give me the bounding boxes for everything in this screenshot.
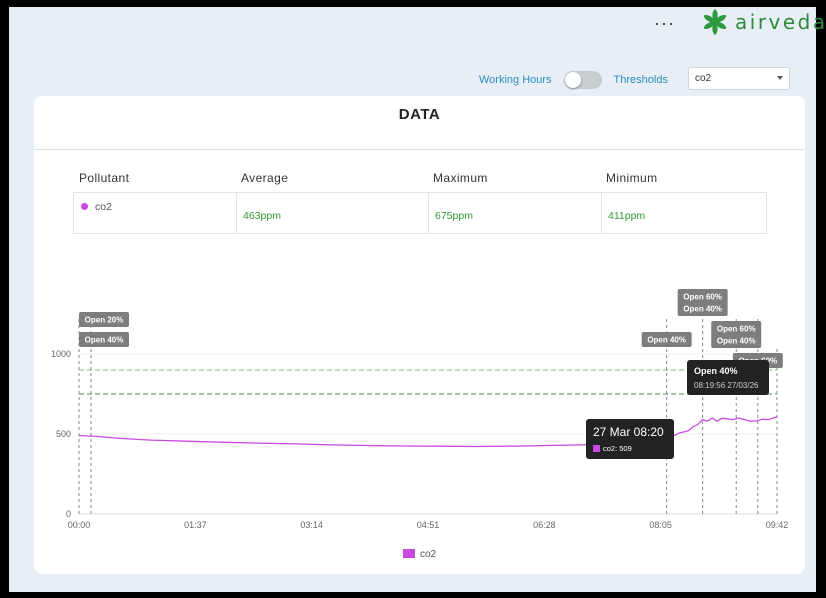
point-tooltip-title: 27 Mar 08:20 xyxy=(593,425,664,439)
annotation-label-box xyxy=(641,332,692,347)
pollutant-select-value: co2 xyxy=(695,73,712,84)
y-tick-label: 1000 xyxy=(51,349,71,359)
annotation-label: Open 40% xyxy=(85,336,124,345)
col-header-minimum: Minimum xyxy=(606,171,658,185)
y-tick-label: 500 xyxy=(56,429,71,439)
pollutant-select[interactable]: co2 xyxy=(688,67,790,90)
legend-swatch xyxy=(403,549,415,558)
filter-bar: Working Hours Thresholds xyxy=(479,67,668,93)
col-header-maximum: Maximum xyxy=(433,171,488,185)
cell-pollutant: co2 xyxy=(95,201,112,213)
app-screen: ··· airveda Working Hours Thresholds co2… xyxy=(9,7,825,592)
cell-separator xyxy=(236,193,237,233)
co2-line-chart[interactable]: 0 500 1000 00:00 01:37 03:14 04:51 06:28 08:05 09… xyxy=(34,96,805,574)
more-menu-icon[interactable]: ··· xyxy=(654,13,675,33)
col-header-average: Average xyxy=(241,171,289,185)
x-tick-label: 03:14 xyxy=(300,520,323,530)
annotation-label: Open 40% xyxy=(717,337,756,346)
col-header-pollutant: Pollutant xyxy=(79,171,130,185)
annotation-label-box xyxy=(677,289,728,304)
point-tooltip-box xyxy=(586,419,674,459)
legend-item: co2 xyxy=(420,549,437,560)
cell-separator xyxy=(428,193,429,233)
annotation-label-box xyxy=(677,301,728,316)
cell-minimum: 411ppm xyxy=(608,210,646,222)
annotation-tooltip-box xyxy=(687,360,769,395)
annotation-label-box xyxy=(711,333,762,348)
annotation-label: Open 60% xyxy=(717,325,756,334)
leaf-logo-icon xyxy=(703,9,727,35)
airveda-logo: airveda xyxy=(701,7,826,37)
annotation-tooltip-title: Open 40% xyxy=(694,366,738,376)
annotation-label-box xyxy=(79,312,129,327)
annotation-label: Open 20% xyxy=(85,316,124,325)
annotation-label: Open 40% xyxy=(647,336,686,345)
annotation-label: Open 60% xyxy=(683,293,722,302)
series-color-dot xyxy=(81,203,88,210)
cell-maximum: 675ppm xyxy=(435,210,473,222)
working-hours-toggle[interactable] xyxy=(563,71,602,89)
x-tick-label: 08:05 xyxy=(649,520,672,530)
x-tick-label: 04:51 xyxy=(417,520,440,530)
annotation-label-box xyxy=(711,321,762,336)
annotation-label-box xyxy=(79,332,129,347)
table-row: co2 463ppm 675ppm 411ppm xyxy=(73,192,767,234)
x-tick-label: 06:28 xyxy=(533,520,556,530)
card-divider xyxy=(34,149,805,150)
cell-average: 463ppm xyxy=(243,210,281,222)
cell-separator xyxy=(601,193,602,233)
toggle-knob xyxy=(564,72,581,88)
card-title: DATA xyxy=(398,106,441,123)
logo-text: airveda xyxy=(735,10,826,34)
chevron-down-icon xyxy=(777,76,783,80)
x-tick-label: 00:00 xyxy=(68,520,91,530)
thresholds-label[interactable]: Thresholds xyxy=(613,74,668,86)
point-tooltip-value: co2: 509 xyxy=(603,444,632,453)
data-card: DATA Pollutant Average Maximum Minimum c… xyxy=(34,96,805,574)
y-tick-label: 0 xyxy=(66,509,71,519)
annotation-tooltip-time: 08:19:56 27/03/26 xyxy=(694,381,759,390)
x-tick-label: 09:42 xyxy=(766,520,789,530)
point-tooltip-swatch xyxy=(593,445,600,452)
working-hours-label: Working Hours xyxy=(479,74,552,86)
annotation-label: Open 40% xyxy=(683,305,722,314)
x-tick-label: 01:37 xyxy=(184,520,207,530)
